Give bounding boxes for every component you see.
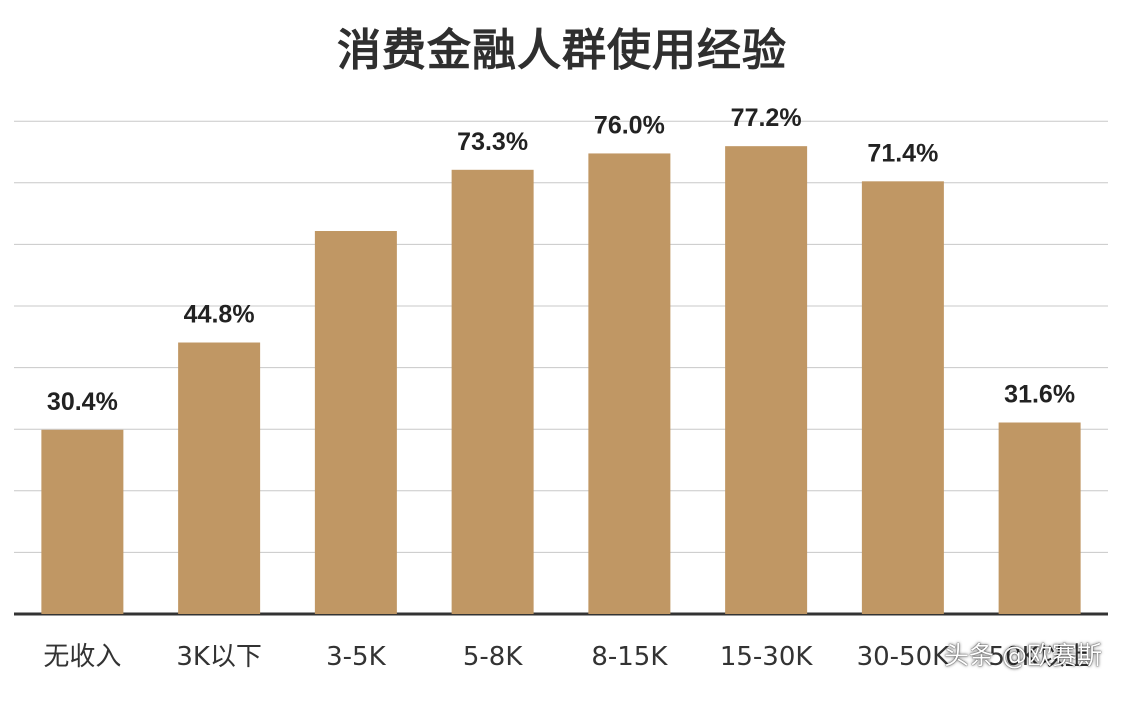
bar: [861, 181, 944, 615]
data-label: 73.3%: [457, 128, 528, 156]
category-label: 5-8K: [463, 642, 523, 672]
category-label: 50K以上: [989, 642, 1091, 672]
category-label: 无收入: [43, 642, 121, 672]
bar: [178, 342, 261, 614]
bar: [451, 169, 534, 614]
bar: [725, 146, 808, 614]
data-label: 31.6%: [1004, 381, 1075, 409]
bar: [314, 231, 397, 614]
data-labels: 30.4% 44.8% 73.3% 76.0% 77.2% 71.4% 31.6%: [47, 104, 1075, 416]
data-label: 77.2%: [731, 104, 802, 132]
category-label: 15-30K: [720, 642, 814, 672]
bars: [41, 146, 1081, 615]
category-label: 30-50K: [857, 642, 951, 672]
chart-title: 消费金融人群使用经验: [337, 25, 787, 76]
bar: [588, 153, 671, 614]
watermark: 头条 @欧赛斯: [944, 641, 1102, 670]
category-label: 3-5K: [326, 642, 386, 672]
data-label: 76.0%: [594, 111, 665, 139]
category-label: 3K以下: [176, 642, 262, 672]
data-label: 71.4%: [867, 139, 938, 167]
bar: [41, 429, 124, 614]
data-label: 30.4%: [47, 388, 118, 416]
data-label: 44.8%: [184, 301, 255, 329]
bar: [998, 422, 1081, 614]
gridlines: [14, 120, 1108, 616]
category-labels: 无收入 3K以下 3-5K 5-8K 8-15K 15-30K 30-50K 50K以上: [43, 642, 1090, 672]
category-label: 8-15K: [591, 642, 668, 672]
